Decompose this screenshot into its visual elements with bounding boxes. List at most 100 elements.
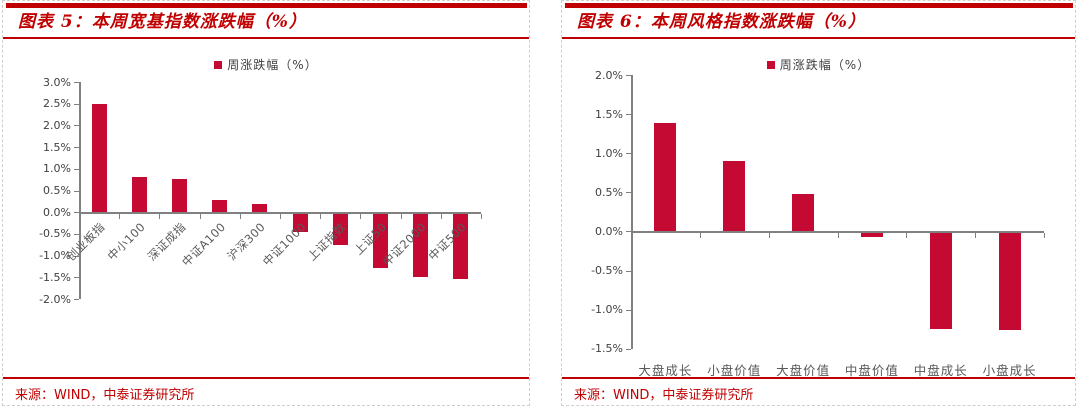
y-axis-tick (626, 153, 631, 155)
footer-divider (562, 377, 1075, 379)
bar-中小100 (131, 177, 147, 213)
bar-中证A100 (212, 200, 228, 213)
y-axis-tick-label: 0.5% (43, 184, 71, 197)
x-axis-tick (119, 213, 121, 219)
panel-accent-bar (6, 3, 527, 8)
y-axis-tick (626, 270, 631, 272)
bar-深证成指 (172, 179, 187, 213)
y-axis-tick-label: 2.0% (595, 68, 623, 82)
x-category-label: 小盘价值 (707, 363, 762, 378)
y-axis-tick-label: 0.0% (595, 224, 623, 238)
x-axis-tick (280, 213, 281, 219)
y-axis-tick (74, 125, 79, 127)
y-axis-line (79, 82, 81, 299)
chart-title: 图表 5：本周宽基指数涨跌幅（%） (18, 12, 307, 32)
bar-chart-style-indices: 周涨跌幅（%） 2.0% 1.5% 1.0% 0.5% 0.0% -0.5% -1.0% -1.… (562, 38, 1075, 378)
x-axis-tick (320, 213, 322, 219)
source-note: 来源：WIND，中泰证券研究所 (15, 388, 195, 403)
y-axis-tick (74, 168, 79, 170)
y-axis-tick (626, 309, 631, 311)
y-axis-tick (626, 231, 631, 233)
x-axis-tick (159, 213, 161, 219)
y-axis-tick (626, 348, 631, 350)
y-axis-tick (74, 82, 79, 83)
x-category-label: 中证1000 (259, 219, 309, 269)
x-category-label: 创业板指 (63, 219, 108, 264)
y-axis-tick (74, 299, 79, 300)
legend-swatch-icon (214, 60, 223, 69)
bar-中证1000 (292, 213, 308, 233)
x-axis-tick (699, 232, 701, 238)
bar-大盘价值 (792, 193, 815, 232)
x-axis-line (631, 231, 1044, 233)
y-axis-tick (74, 255, 79, 257)
y-axis-tick (74, 103, 79, 105)
y-axis-line (631, 75, 633, 349)
y-axis-tick (74, 190, 79, 192)
x-axis-tick (440, 213, 442, 219)
panel-accent-bar (565, 3, 1073, 8)
x-category-label: 中小100 (104, 219, 148, 264)
y-axis-tick-label: -1.0% (591, 303, 623, 317)
title-divider (562, 37, 1075, 39)
bar-中证500 (453, 213, 469, 279)
y-axis-tick (74, 277, 79, 279)
y-axis-tick-label: -1.5% (591, 342, 623, 356)
y-axis-tick-label: -0.5% (39, 227, 71, 241)
y-axis-tick (626, 75, 631, 76)
y-axis-tick-label: -0.5% (591, 264, 623, 277)
source-note: 来源：WIND，中泰证券研究所 (574, 388, 754, 403)
x-axis-tick (199, 213, 201, 219)
x-axis-tick (975, 232, 977, 238)
y-axis-tick-label: 2.5% (43, 97, 71, 111)
y-axis-tick-label: 2.0% (43, 118, 71, 132)
chart-legend: 周涨跌幅（%） (562, 56, 1075, 73)
x-category-label: 小盘成长 (982, 363, 1037, 378)
bar-小盘成长 (998, 232, 1021, 330)
x-axis-tick (360, 213, 362, 219)
y-axis-tick-label: 1.0% (43, 162, 71, 176)
chart-title: 图表 6：本周风格指数涨跌幅（%） (577, 12, 866, 32)
legend-label: 周涨跌幅（%） (227, 58, 318, 72)
y-axis-tick-label: 0.0% (43, 205, 71, 219)
x-category-label: 大盘价值 (776, 363, 831, 378)
y-axis-tick (626, 192, 631, 194)
x-axis-tick (631, 232, 632, 238)
legend-label: 周涨跌幅（%） (779, 58, 871, 72)
x-axis-tick (768, 232, 770, 238)
bar-上证50 (373, 213, 388, 268)
y-axis-tick-label: 1.0% (595, 146, 623, 160)
x-axis-tick (239, 213, 241, 219)
bar-chart-broad-indices: 周涨跌幅（%） 3.0% 2.5% 2.0% 1.5% 1.0% 0.5% 0.0% -0.5%… (3, 38, 529, 376)
y-axis-tick-label: -1.0% (39, 249, 71, 263)
y-axis-tick-label: 0.5% (595, 185, 623, 199)
bar-中证2000 (413, 213, 429, 277)
x-axis-tick (837, 232, 839, 238)
bar-中盘成长 (929, 232, 952, 330)
bar-小盘价值 (723, 161, 746, 232)
bar-中盘价值 (860, 232, 883, 237)
chart-panel-style-indices: 图表 6：本周风格指数涨跌幅（%） 周涨跌幅（%） 2.0% 1.5% 1.0% 0.5… (561, 0, 1076, 406)
y-axis-tick-label: 3.0% (43, 75, 71, 89)
y-axis-tick (74, 212, 79, 214)
x-category-label: 中盘成长 (913, 363, 968, 378)
chart-panel-broad-indices: 图表 5：本周宽基指数涨跌幅（%） 周涨跌幅（%） 3.0% 2.5% 2.0% 1.5… (2, 0, 530, 406)
y-axis-tick-label: 1.5% (595, 107, 623, 121)
bar-创业板指 (91, 103, 107, 213)
x-axis-tick (481, 213, 482, 219)
x-axis-line (79, 212, 481, 214)
x-category-label: 大盘成长 (638, 363, 693, 378)
bar-大盘成长 (654, 122, 677, 232)
x-axis-tick (906, 232, 908, 238)
x-axis-tick (400, 213, 402, 219)
y-axis-tick-label: 1.5% (43, 140, 71, 154)
y-axis-tick (74, 233, 79, 235)
y-axis-tick-label: -1.5% (39, 270, 71, 284)
y-axis-tick (626, 114, 631, 116)
x-axis-tick (79, 213, 80, 219)
title-divider (3, 37, 529, 39)
footer-divider (3, 377, 529, 379)
y-axis-tick (74, 147, 79, 149)
chart-legend: 周涨跌幅（%） (3, 56, 529, 73)
bar-沪深300 (252, 203, 268, 213)
